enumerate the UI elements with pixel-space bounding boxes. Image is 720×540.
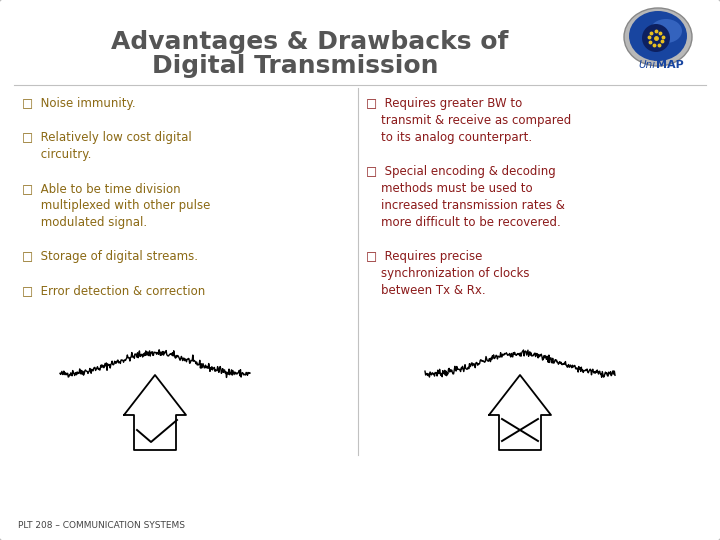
Text: Advantages & Drawbacks of: Advantages & Drawbacks of — [112, 30, 509, 54]
Text: Uni: Uni — [639, 60, 656, 70]
Text: □  Requires greater BW to
    transmit & receive as compared
    to its analog c: □ Requires greater BW to transmit & rece… — [366, 97, 571, 297]
Ellipse shape — [629, 11, 687, 61]
Text: PLT 208 – COMMUNICATION SYSTEMS: PLT 208 – COMMUNICATION SYSTEMS — [18, 522, 185, 530]
Text: Digital Transmission: Digital Transmission — [152, 54, 438, 78]
Ellipse shape — [650, 19, 682, 43]
Text: MAP: MAP — [656, 60, 684, 70]
Text: □  Noise immunity.

□  Relatively low cost digital
     circuitry.

□  Able to b: □ Noise immunity. □ Relatively low cost … — [22, 97, 210, 297]
Ellipse shape — [624, 8, 692, 66]
Ellipse shape — [642, 24, 670, 52]
